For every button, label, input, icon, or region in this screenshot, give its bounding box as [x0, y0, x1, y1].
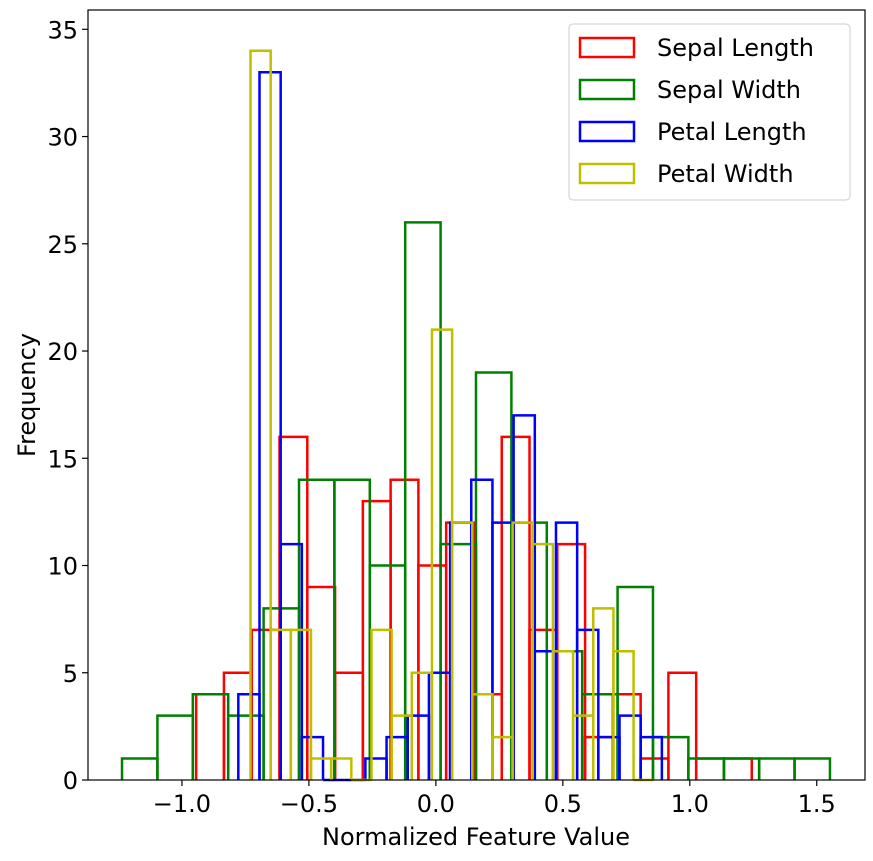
y-axis-title: Frequency: [13, 333, 41, 457]
histogram-bin: [793, 757, 832, 780]
histogram-bin: [667, 671, 698, 780]
legend-swatch: [578, 36, 636, 59]
legend-item: Sepal Length: [578, 34, 814, 62]
series-sepal-width: [120, 221, 832, 780]
legend-label: Sepal Width: [657, 76, 801, 104]
x-tick-label: 1.0: [671, 790, 709, 818]
x-axis: −1.0 −0.5 0.0 0.5 1.0 1.5: [153, 780, 836, 818]
x-tick-label: −1.0: [153, 790, 211, 818]
x-tick-label: −0.5: [280, 790, 338, 818]
histogram-bin: [639, 735, 664, 780]
legend-label: Petal Width: [657, 160, 794, 188]
histogram-bin: [329, 757, 353, 780]
legend-label: Petal Length: [657, 118, 807, 146]
y-tick-label: 20: [47, 338, 78, 366]
y-tick-label: 35: [47, 16, 78, 44]
histogram-bin: [403, 221, 442, 780]
legend-swatch: [578, 162, 636, 185]
legend-item: Sepal Width: [578, 76, 801, 104]
x-tick-label: 0.5: [544, 790, 582, 818]
legend-item: Petal Length: [578, 118, 807, 146]
legend-swatch: [578, 78, 636, 101]
legend-label: Sepal Length: [657, 34, 814, 62]
histogram-bin: [575, 628, 600, 780]
histogram-bin: [279, 542, 304, 780]
x-tick-label: 0.0: [417, 790, 455, 818]
x-tick-label: 1.5: [798, 790, 836, 818]
y-tick-label: 15: [47, 445, 78, 473]
histogram-bin: [289, 628, 313, 780]
x-axis-title: Normalized Feature Value: [322, 823, 630, 851]
histogram-bin: [556, 542, 587, 780]
histogram-bin: [370, 628, 393, 780]
histogram-bin: [249, 49, 272, 780]
histogram-bin: [612, 650, 635, 780]
legend-box: [568, 23, 851, 201]
legend: Sepal Length Sepal Width Petal Length Petal…: [568, 23, 851, 201]
plot-frame: [87, 9, 866, 781]
series-petal-width: [249, 49, 654, 782]
y-tick-label: 10: [47, 553, 78, 581]
y-tick-label: 25: [47, 231, 78, 259]
histogram-bin: [450, 521, 474, 780]
legend-swatch: [578, 120, 636, 143]
histogram-series-group: [120, 49, 832, 782]
histogram-bin: [616, 585, 655, 780]
histogram-bin: [500, 435, 531, 780]
legend-item: Petal Width: [578, 160, 794, 188]
y-tick-label: 5: [63, 660, 78, 688]
y-tick-label: 0: [63, 767, 78, 795]
y-axis: 0 5 10 15 20 25 30 35: [47, 16, 88, 795]
y-tick-label: 30: [47, 124, 78, 152]
